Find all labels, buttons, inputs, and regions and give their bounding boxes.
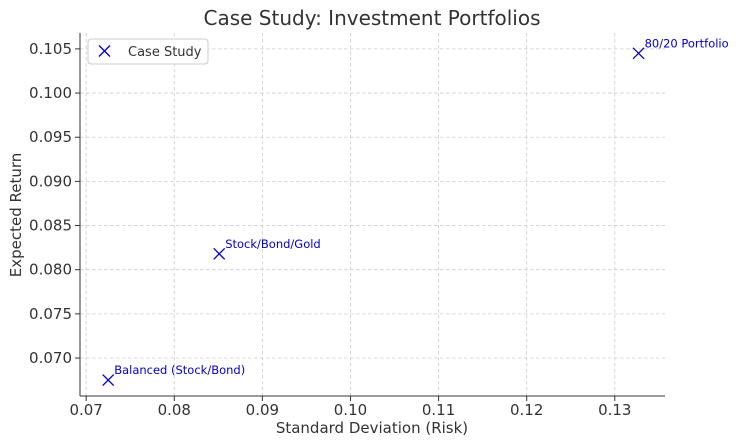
x-tick-label: 0.11 [422,401,455,419]
data-point-label: Stock/Bond/Gold [225,237,321,251]
y-tick-label: 0.100 [29,84,72,102]
x-axis-label: Standard Deviation (Risk) [276,419,468,437]
x-tick-label: 0.08 [158,401,191,419]
x-tick-label: 0.10 [334,401,367,419]
y-tick-label: 0.105 [29,40,72,58]
grid-lines [80,33,665,396]
x-tick-label: 0.13 [598,401,631,419]
legend-label: Case Study [128,45,202,60]
y-tick-label: 0.090 [29,172,72,190]
y-tick-label: 0.095 [29,128,72,146]
legend-marker-x-icon [98,45,111,57]
data-point-label: 80/20 Portfolio [645,36,729,50]
x-tick-label: 0.07 [69,401,102,419]
y-tick-label: 0.070 [29,349,72,367]
y-tick-label: 0.085 [29,217,72,235]
axis-spines [79,33,665,397]
y-tick-label: 0.075 [29,305,72,323]
y-axis-label: Expected Return [7,153,25,278]
data-point-label: Balanced (Stock/Bond) [114,363,245,377]
x-tick-label: 0.12 [510,401,543,419]
data-point-x-marker [632,47,645,60]
data-points: Balanced (Stock/Bond) Stock/Bond/Gold 80/2… [102,36,729,387]
x-tick-label: 0.09 [246,401,279,419]
axis-ticks: 0.07 0.08 0.09 0.10 0.11 0.12 0.13 0.070 0.075 0.… [29,40,631,419]
legend-box [87,38,209,65]
data-point-x-marker [102,374,115,387]
legend: Case Study [87,38,209,65]
y-tick-label: 0.080 [29,261,72,279]
chart-title: Case Study: Investment Portfolios [203,6,540,30]
data-point-x-marker [213,247,226,260]
